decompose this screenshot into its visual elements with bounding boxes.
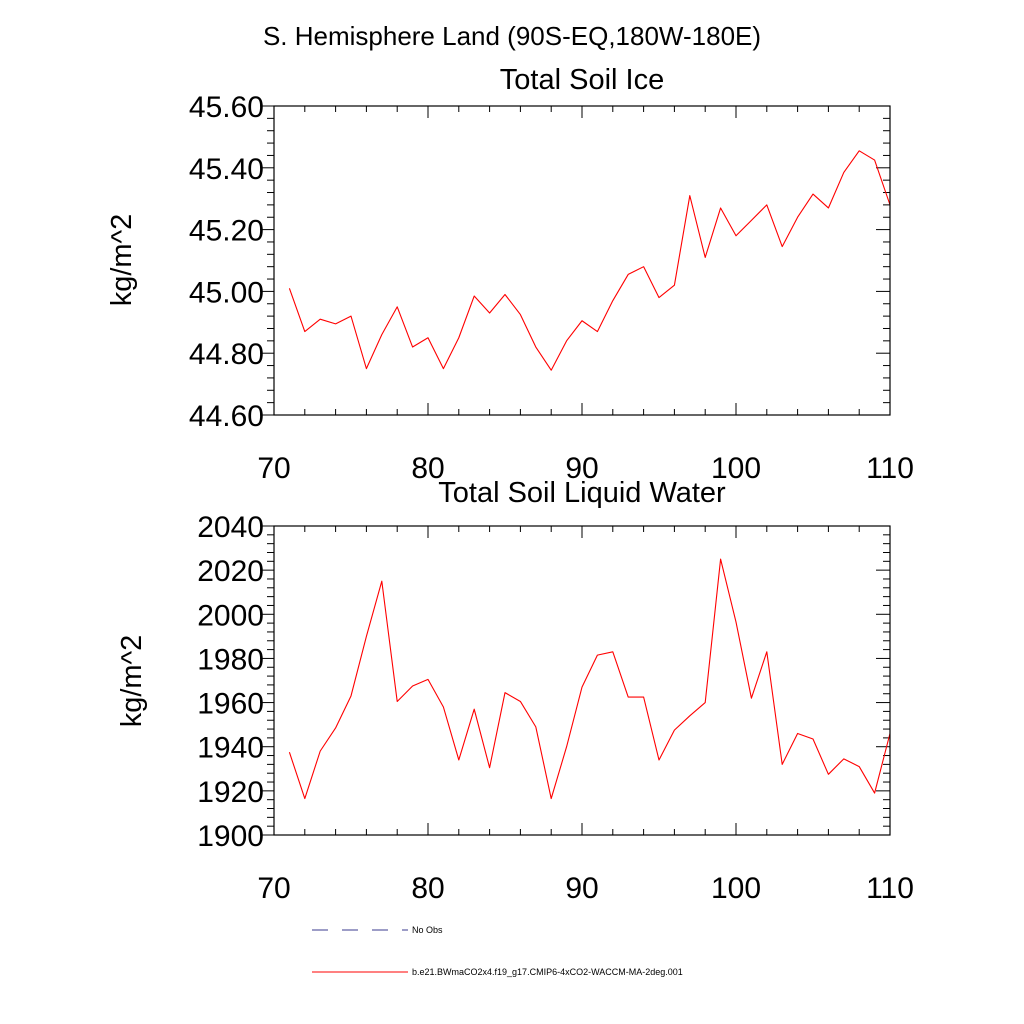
soil-liquid-water-x-tick-label: 80 — [411, 872, 444, 905]
soil-liquid-water-y-tick-label: 2040 — [197, 511, 264, 544]
soil-ice-panel: Total Soil Ice kg/m^2 70 80 90 100 110 44.60 4… — [106, 64, 914, 485]
soil-liquid-water-y-axis-label: kg/m^2 — [116, 635, 148, 728]
soil-ice-x-tick-label: 90 — [565, 452, 598, 485]
soil-liquid-water-title: Total Soil Liquid Water — [438, 477, 726, 509]
soil-ice-x-tick-label: 100 — [711, 452, 761, 485]
soil-ice-x-tick-label: 110 — [866, 452, 914, 485]
soil-ice-y-tick-label: 45.20 — [189, 215, 264, 248]
soil-ice-x-tick-label: 70 — [257, 452, 290, 485]
soil-ice-y-tick-label: 44.80 — [189, 338, 264, 371]
soil-liquid-water-y-tick-label: 1940 — [197, 732, 264, 765]
soil-ice-x-tick-label: 80 — [411, 452, 444, 485]
soil-ice-series-line — [288, 150, 891, 371]
page-title: S. Hemisphere Land (90S-EQ,180W-180E) — [263, 21, 761, 51]
soil-ice-y-tick-label: 44.60 — [189, 400, 264, 433]
soil-liquid-water-x-tick-label: 70 — [257, 872, 290, 905]
soil-ice-y-tick-label: 45.60 — [189, 91, 264, 124]
soil-liquid-water-y-tick-label: 1900 — [197, 820, 264, 853]
soil-liquid-water-x-tick-label: 90 — [565, 872, 598, 905]
soil-ice-title: Total Soil Ice — [500, 64, 664, 96]
soil-liquid-water-frame — [273, 525, 891, 836]
legend-model-label: b.e21.BWmaCO2x4.f19_g17.CMIP6-4xCO2-WACC… — [412, 967, 683, 977]
soil-ice-frame — [273, 105, 891, 416]
soil-liquid-water-y-tick-label: 1980 — [197, 643, 264, 676]
soil-liquid-water-y-tick-label: 2020 — [197, 555, 264, 588]
soil-ice-plot-area — [288, 150, 891, 371]
soil-ice-y-axis-label: kg/m^2 — [106, 214, 138, 307]
soil-liquid-water-plot-area — [288, 558, 891, 800]
soil-liquid-water-x-tick-label: 100 — [711, 872, 761, 905]
soil-liquid-water-y-tick-label: 1920 — [197, 776, 264, 809]
soil-liquid-water-ticks: 70 80 90 100 110 1900 1920 1940 1960 1980 2000 2020… — [197, 511, 914, 905]
soil-liquid-water-x-tick-label: 110 — [866, 872, 914, 905]
legend: No Obs b.e21.BWmaCO2x4.f19_g17.CMIP6-4xC… — [312, 925, 683, 977]
legend-obs-label: No Obs — [412, 925, 443, 935]
soil-liquid-water-y-tick-label: 1960 — [197, 688, 264, 721]
soil-ice-y-tick-label: 45.00 — [189, 276, 264, 309]
soil-ice-ticks: 70 80 90 100 110 44.60 44.80 45.00 45.20 45.40 45.… — [189, 91, 914, 485]
soil-liquid-water-y-tick-label: 2000 — [197, 599, 264, 632]
soil-liquid-water-panel: Total Soil Liquid Water kg/m^2 70 80 90 100… — [116, 477, 914, 905]
soil-liquid-water-series-line — [288, 558, 891, 800]
soil-ice-y-tick-label: 45.40 — [189, 153, 264, 186]
